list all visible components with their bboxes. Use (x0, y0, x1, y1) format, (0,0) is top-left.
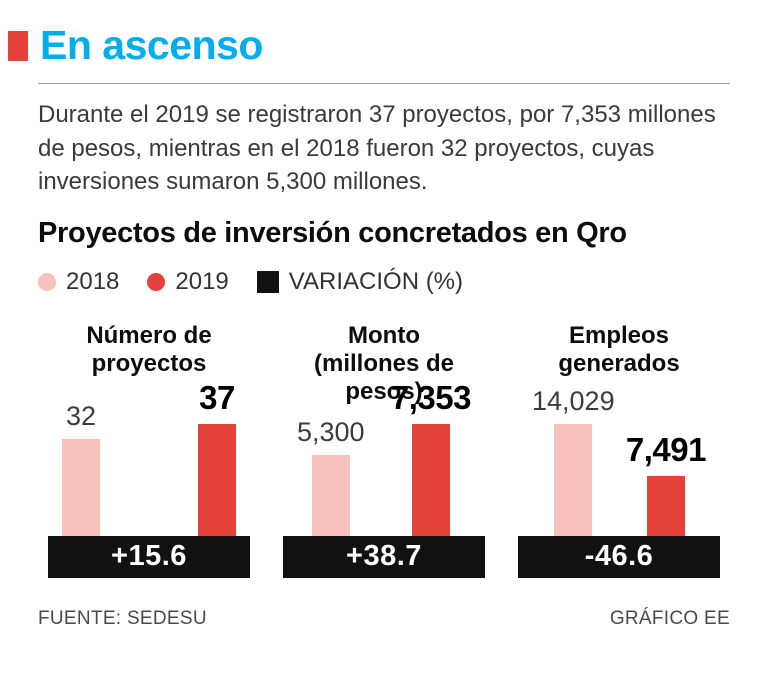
bar-value-2019: 7,491 (625, 430, 707, 468)
legend-variation-label: VARIACIÓN (%) (288, 267, 464, 295)
bar-value-2019: 7,353 (390, 378, 472, 416)
chart-group-empleos: Empleos generados 14,029 7,491 -46.6 (508, 322, 730, 578)
bar-col-2019: 37 (198, 379, 236, 536)
legend-2018-dot-icon (38, 272, 56, 291)
bar-value-2018: 32 (65, 400, 97, 431)
plot-area: 5,300 7,353 (283, 378, 485, 536)
divider (38, 83, 730, 85)
title-row: En ascenso (8, 22, 730, 68)
group-title-line2: proyectos (91, 350, 207, 378)
group-title: Número de proyectos (86, 322, 211, 382)
bar-2018 (311, 454, 350, 536)
bar-2018 (62, 438, 100, 536)
legend-item-variation: VARIACIÓN (%) (256, 267, 464, 296)
variation-badge: -46.6 (518, 535, 720, 578)
group-title-line1: Monto (348, 321, 420, 349)
credit-label: GRÁFICO EE (609, 607, 730, 629)
group-title-line2: (millones de pesos) (313, 350, 455, 406)
source-label: FUENTE: SEDESU (38, 607, 207, 629)
group-title: Monto (millones de pesos) (273, 321, 495, 406)
legend-2018-label: 2018 (66, 267, 120, 295)
bar-2019 (198, 423, 236, 536)
footer: FUENTE: SEDESU GRÁFICO EE (38, 608, 730, 630)
chart-group-proyectos: Número de proyectos 32 37 +15.6 (38, 322, 260, 578)
group-title-line1: Empleos (568, 321, 670, 349)
page-title: En ascenso (40, 22, 263, 68)
group-title: Empleos generados (558, 322, 679, 382)
bar-value-2018: 5,300 (297, 416, 365, 447)
legend-2019-dot-icon (147, 272, 166, 291)
bar-col-2018: 14,029 (532, 386, 615, 536)
legend: 2018 2019 VARIACIÓN (%) (38, 268, 730, 296)
bar-col-2018: 32 (62, 401, 100, 536)
chart-group-monto: Monto (millones de pesos) 5,300 7,353 +3… (273, 322, 495, 578)
charts-row: Número de proyectos 32 37 +15.6 Monto (m… (38, 322, 730, 578)
bar-value-2019: 37 (199, 378, 235, 416)
chart-title: Proyectos de inversión concretados en Qr… (38, 216, 627, 249)
legend-2019-label: 2019 (175, 267, 229, 295)
variation-badge: +15.6 (48, 535, 250, 578)
intro-text: Durante el 2019 se registraron 37 proyec… (38, 101, 716, 196)
group-title-line2: generados (558, 350, 680, 378)
bar-col-2018: 5,300 (297, 417, 365, 536)
legend-item-2018: 2018 (38, 268, 119, 296)
bar-col-2019: 7,353 (390, 378, 472, 536)
bar-2019 (411, 423, 450, 536)
bar-2019 (646, 475, 685, 536)
plot-area: 14,029 7,491 (518, 382, 720, 536)
bar-value-2018: 14,029 (532, 385, 615, 416)
group-title-line1: Número de (86, 321, 212, 349)
legend-variation-square-icon (256, 270, 279, 293)
bar-2018 (554, 423, 593, 536)
bar-col-2019: 7,491 (625, 430, 707, 536)
variation-badge: +38.7 (283, 535, 485, 578)
red-bullet-icon (8, 30, 28, 61)
plot-area: 32 37 (48, 379, 250, 536)
legend-item-2019: 2019 (147, 267, 229, 296)
